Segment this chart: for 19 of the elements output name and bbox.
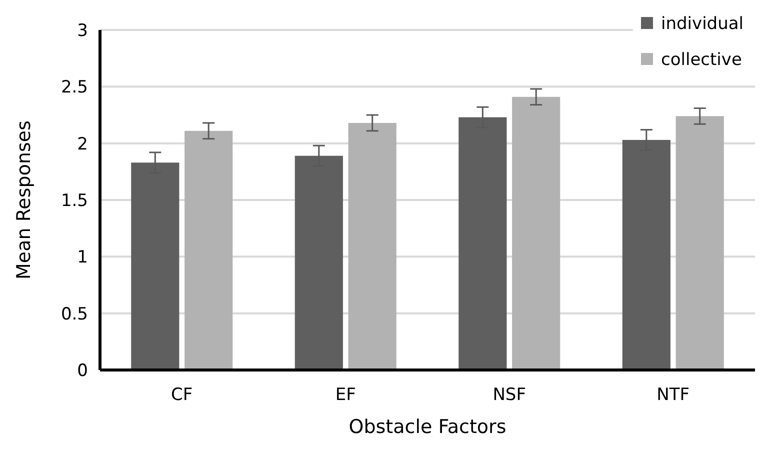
y-axis-title: Mean Responses	[13, 120, 35, 280]
legend-label: individual	[661, 14, 744, 34]
bar	[512, 96, 560, 370]
y-tick-label: 1.5	[60, 190, 88, 211]
y-tick-label: 2	[77, 134, 88, 154]
x-tick-label: NSF	[492, 385, 526, 405]
bar	[184, 130, 233, 370]
y-tick-label: 3	[77, 20, 88, 41]
x-tick-label: CF	[171, 385, 193, 405]
y-tick-label: 0	[77, 360, 88, 381]
y-tick-label: 1	[77, 248, 88, 268]
x-axis-title: Obstacle Factors	[348, 416, 506, 438]
bar	[676, 116, 724, 370]
legend-label: collective	[661, 50, 742, 70]
bar	[348, 122, 396, 370]
y-tick-label: 2.5	[60, 78, 88, 98]
y-tick-label: 0.5	[60, 304, 88, 324]
x-tick-label: EF	[335, 385, 356, 405]
x-tick-label: NTF	[656, 385, 690, 405]
